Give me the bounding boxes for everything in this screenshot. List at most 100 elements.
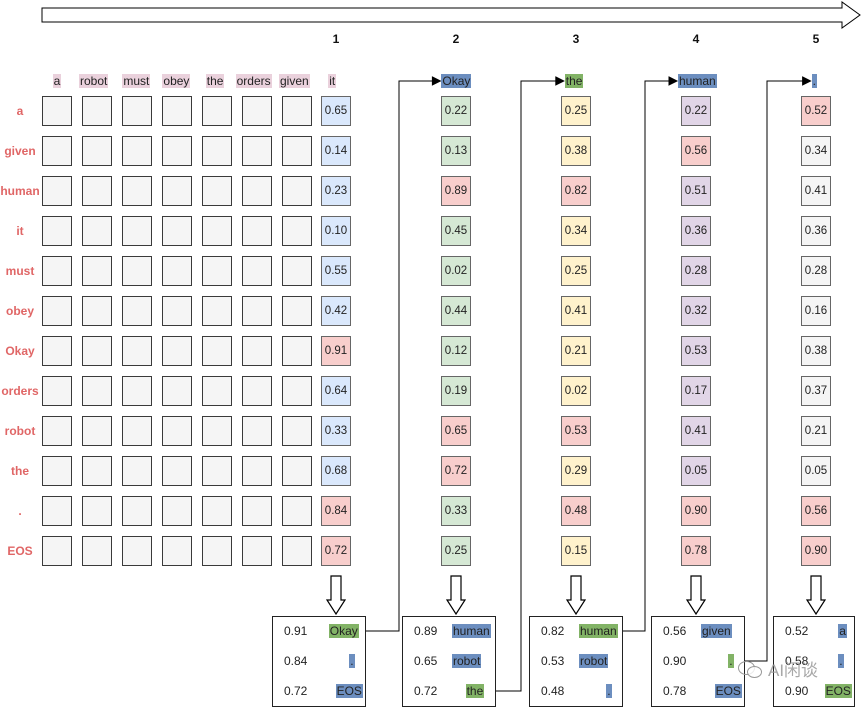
grid-cell <box>202 456 232 486</box>
prob-cell: 0.32 <box>681 296 711 326</box>
prob-cell: 0.65 <box>441 416 471 446</box>
prob-cell: 0.53 <box>561 416 591 446</box>
prob-cell: 0.25 <box>441 536 471 566</box>
grid-cell <box>122 496 152 526</box>
candidate-token: EOS <box>714 684 742 698</box>
grid-cell <box>162 336 192 366</box>
prob-cell: 0.68 <box>321 456 351 486</box>
prob-cell: 0.56 <box>681 136 711 166</box>
down-arrow-5 <box>805 575 827 616</box>
connector-arrowhead-2 <box>555 76 565 86</box>
grid-cell <box>42 416 72 446</box>
vocab-label-orders: orders <box>1 384 39 398</box>
prob-cell: 0.41 <box>681 416 711 446</box>
grid-cell <box>82 536 112 566</box>
vocab-label-obey: obey <box>5 304 34 318</box>
grid-cell <box>202 416 232 446</box>
prob-cell: 0.37 <box>801 376 831 406</box>
prob-cell: 0.10 <box>321 216 351 246</box>
candidate-prob: 0.78 <box>663 684 687 698</box>
prob-cell: 0.22 <box>441 96 471 126</box>
candidate-token: . <box>728 654 734 668</box>
grid-cell <box>282 96 312 126</box>
grid-cell <box>282 176 312 206</box>
grid-cell <box>42 376 72 406</box>
candidate-token: EOS <box>335 684 363 698</box>
grid-cell <box>242 96 272 126</box>
vocab-label-must: must <box>5 264 35 278</box>
grid-cell <box>122 216 152 246</box>
connector-arrowhead-3 <box>668 76 679 86</box>
prob-cell: 0.64 <box>321 376 351 406</box>
prob-cell: 0.28 <box>801 256 831 286</box>
connector-line-4 <box>745 80 808 662</box>
prob-cell: 0.52 <box>801 96 831 126</box>
prob-cell: 0.72 <box>321 536 351 566</box>
grid-cell <box>202 136 232 166</box>
prob-cell: 0.82 <box>561 176 591 206</box>
grid-cell <box>82 216 112 246</box>
candidate-token: human <box>579 624 618 638</box>
candidate-token: given <box>701 624 732 638</box>
grid-cell <box>82 376 112 406</box>
grid-cell <box>82 296 112 326</box>
column-token-1: it <box>328 74 337 88</box>
vocab-label-given: given <box>4 144 36 158</box>
prob-cell: 0.90 <box>681 496 711 526</box>
candidate-prob: 0.65 <box>414 654 438 668</box>
grid-cell <box>42 136 72 166</box>
grid-cell <box>282 216 312 246</box>
prob-cell: 0.13 <box>441 136 471 166</box>
prob-cell: 0.90 <box>801 536 831 566</box>
grid-cell <box>122 136 152 166</box>
grid-cell <box>282 376 312 406</box>
grid-cell <box>282 136 312 166</box>
prob-cell: 0.12 <box>441 336 471 366</box>
prob-cell: 0.38 <box>561 136 591 166</box>
candidate-token: . <box>838 654 844 668</box>
candidate-prob: 0.90 <box>663 654 687 668</box>
candidate-token: robot <box>452 654 482 668</box>
grid-cell <box>82 96 112 126</box>
prob-cell: 0.36 <box>801 216 831 246</box>
prompt-token-the: the <box>205 74 225 88</box>
prompt-token-obey: obey <box>162 74 191 88</box>
grid-cell <box>122 416 152 446</box>
step-label-4: 4 <box>692 32 700 46</box>
prob-cell: 0.48 <box>561 496 591 526</box>
grid-cell <box>282 536 312 566</box>
candidate-prob: 0.90 <box>785 684 809 698</box>
grid-cell <box>282 296 312 326</box>
prob-cell: 0.44 <box>441 296 471 326</box>
grid-cell <box>122 256 152 286</box>
grid-cell <box>162 536 192 566</box>
vocab-label-the: the <box>11 464 29 478</box>
grid-cell <box>282 496 312 526</box>
step-label-3: 3 <box>572 32 580 46</box>
grid-cell <box>202 496 232 526</box>
grid-cell <box>162 416 192 446</box>
prob-cell: 0.91 <box>321 336 351 366</box>
vocab-label-a: a <box>16 104 24 118</box>
prob-cell: 0.33 <box>441 496 471 526</box>
connector-line-1 <box>366 80 438 632</box>
candidate-prob: 0.56 <box>663 624 687 638</box>
grid-cell <box>82 136 112 166</box>
grid-cell <box>82 456 112 486</box>
prob-cell: 0.38 <box>801 336 831 366</box>
prob-cell: 0.34 <box>801 136 831 166</box>
grid-cell <box>162 456 192 486</box>
grid-cell <box>122 336 152 366</box>
grid-cell <box>162 296 192 326</box>
grid-cell <box>282 336 312 366</box>
grid-cell <box>122 376 152 406</box>
grid-cell <box>42 256 72 286</box>
candidate-token: . <box>349 654 355 668</box>
vocab-label-robot: robot <box>4 424 36 438</box>
grid-cell <box>82 176 112 206</box>
prob-cell: 0.05 <box>801 456 831 486</box>
watermark: AI闲谈 <box>738 652 848 684</box>
prob-cell: 0.55 <box>321 256 351 286</box>
vocab-label-eos: EOS <box>7 544 33 558</box>
